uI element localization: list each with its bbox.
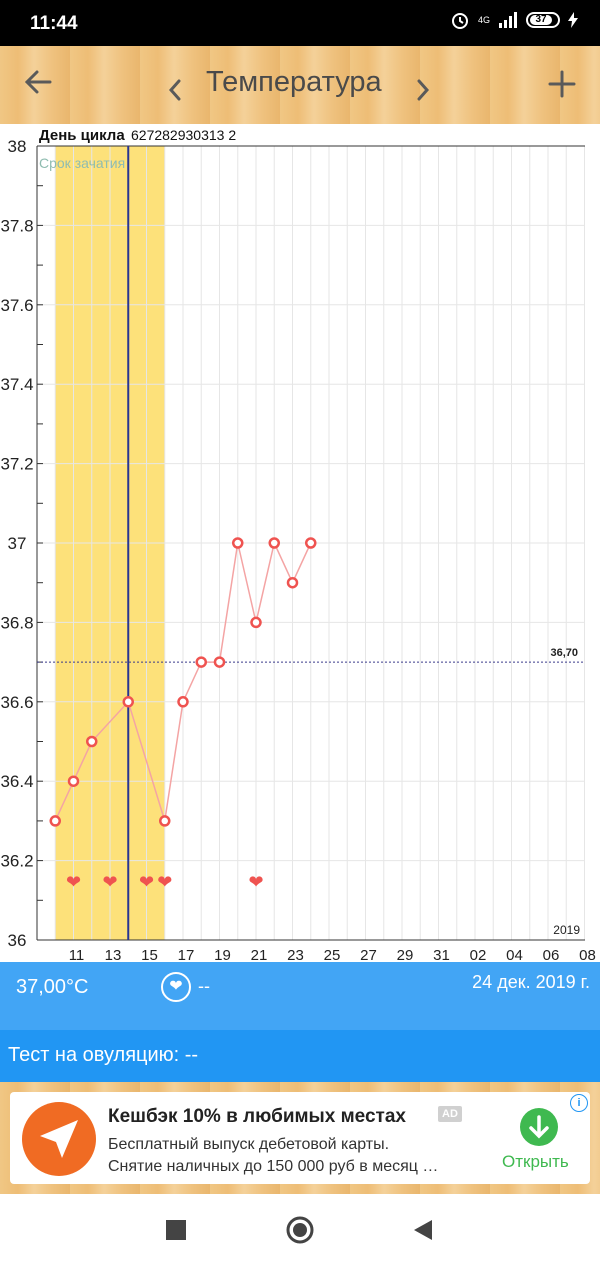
ad-headline: Кешбэк 10% в любимых местах xyxy=(108,1106,406,1127)
y-tick-label: 37.2 xyxy=(0,455,33,474)
temperature-chart[interactable]: 38 37.8 37.6 37.4 37.2 37 36.8 36.6 36.4 36.2 36 1… xyxy=(0,124,600,964)
x-tick-label: 25 xyxy=(324,947,341,962)
ad-info-icon[interactable]: i xyxy=(570,1094,588,1112)
temperature-point[interactable] xyxy=(86,735,98,748)
add-button[interactable] xyxy=(548,68,576,107)
status-icons: 4G 37 xyxy=(450,10,578,30)
y-tick-label: 38 xyxy=(8,137,27,156)
back-nav-icon[interactable] xyxy=(412,1218,434,1242)
battery-icon: 37 xyxy=(526,12,560,28)
ovulation-test-row[interactable]: Тест на овуляцию: -- xyxy=(0,1030,600,1082)
battery-level: 37 xyxy=(530,15,552,25)
download-icon[interactable] xyxy=(520,1108,558,1146)
temperature-point[interactable] xyxy=(286,576,299,589)
x-tick-label: 11 xyxy=(69,947,85,962)
alarm-icon xyxy=(451,13,468,29)
x-tick-label: 31 xyxy=(433,947,450,962)
cycle-day-numbers: 627282930313 2 xyxy=(131,127,236,143)
heart-marker-icon: ❤ xyxy=(139,872,154,893)
x-tick-label: 15 xyxy=(141,947,158,962)
x-tick-label: 04 xyxy=(506,947,523,962)
temperature-point[interactable] xyxy=(49,815,61,827)
x-tick-label: 08 xyxy=(579,947,596,962)
ad-text-line-1: Бесплатный выпуск дебетовой карты. xyxy=(108,1136,390,1153)
heart-marker-icon: ❤ xyxy=(102,872,117,893)
x-tick-label: 23 xyxy=(287,947,304,962)
ad-text-line-2: Снятие наличных до 150 000 руб в месяц … xyxy=(108,1158,439,1175)
status-bar: 11:44 4G 37 xyxy=(0,0,600,46)
temperature-point[interactable] xyxy=(122,696,134,708)
ovulation-test-label: Тест на овуляцию: -- xyxy=(8,1044,199,1066)
x-tick-label: 19 xyxy=(214,947,231,962)
selected-day-info: 37,00°C ❤ -- 24 дек. 2019 г. xyxy=(0,962,600,1030)
system-nav-bar xyxy=(0,1194,600,1266)
y-tick-label: 37.6 xyxy=(0,296,33,315)
x-tick-label: 27 xyxy=(360,947,377,962)
toolbar: Температура xyxy=(0,46,600,124)
ad-badge: AD xyxy=(438,1106,462,1122)
temperature-point[interactable] xyxy=(67,775,80,787)
x-tick-label: 06 xyxy=(543,947,560,962)
y-tick-label: 37.8 xyxy=(0,216,33,235)
year-label: 2019 xyxy=(553,923,580,937)
temperature-point[interactable] xyxy=(195,656,207,668)
temperature-point[interactable] xyxy=(232,537,244,549)
recents-icon[interactable] xyxy=(166,1220,186,1240)
temperature-point[interactable] xyxy=(213,656,226,668)
x-tick-label: 29 xyxy=(397,947,414,962)
chart-svg[interactable]: 38 37.8 37.6 37.4 37.2 37 36.8 36.6 36.4 36.2 36 1… xyxy=(0,124,600,964)
chevron-left-icon xyxy=(168,79,181,101)
plus-icon xyxy=(548,70,576,98)
selected-date: 24 дек. 2019 г. xyxy=(472,972,590,992)
temperature-point[interactable] xyxy=(177,696,189,708)
temperature-point[interactable] xyxy=(268,537,280,549)
arrow-left-icon xyxy=(24,70,52,94)
heart-marker-icon: ❤ xyxy=(66,872,81,893)
back-button[interactable] xyxy=(24,66,52,105)
x-tick-label: 17 xyxy=(178,947,195,962)
home-icon[interactable] xyxy=(286,1216,314,1244)
x-tick-label: 13 xyxy=(105,947,122,962)
y-tick-label: 36.6 xyxy=(0,693,33,712)
heart-marker-icon: ❤ xyxy=(157,872,172,893)
coverline-label: 36,70 xyxy=(550,647,578,659)
x-tick-label: 21 xyxy=(251,947,268,962)
selected-temperature: 37,00°C xyxy=(16,976,89,998)
charging-icon xyxy=(568,12,578,28)
ad-logo-icon xyxy=(22,1102,96,1176)
chevron-right-icon xyxy=(417,79,430,101)
heart-marker-icon: ❤ xyxy=(248,872,263,893)
ad-card[interactable]: Кешбэк 10% в любимых местах AD Бесплатны… xyxy=(10,1092,590,1184)
y-tick-label: 36.4 xyxy=(0,772,33,791)
x-tick-label: 02 xyxy=(470,947,487,962)
ad-open-button[interactable]: Открыть xyxy=(502,1152,569,1171)
cycle-day-label: День цикла xyxy=(39,127,125,144)
network-type: 4G xyxy=(477,14,490,25)
signal-icon xyxy=(499,12,517,28)
conception-window-label: Срок зачатия xyxy=(39,155,125,171)
y-tick-label: 37.4 xyxy=(0,375,33,394)
ad-banner-area: Кешбэк 10% в любимых местах AD Бесплатны… xyxy=(0,1082,600,1194)
y-tick-label: 36.2 xyxy=(0,852,33,871)
y-tick-label: 36 xyxy=(8,931,27,950)
page-title: Температура xyxy=(206,66,382,98)
next-button[interactable] xyxy=(416,71,430,110)
temperature-point[interactable] xyxy=(305,537,317,549)
y-tick-label: 36.8 xyxy=(0,613,33,632)
sex-value: -- xyxy=(198,976,210,996)
prev-button[interactable] xyxy=(168,71,182,110)
temperature-point[interactable] xyxy=(159,815,171,827)
status-time: 11:44 xyxy=(30,13,78,34)
temperature-point[interactable] xyxy=(250,616,262,629)
heart-icon[interactable]: ❤ xyxy=(161,972,191,1002)
y-tick-label: 37 xyxy=(8,534,27,553)
